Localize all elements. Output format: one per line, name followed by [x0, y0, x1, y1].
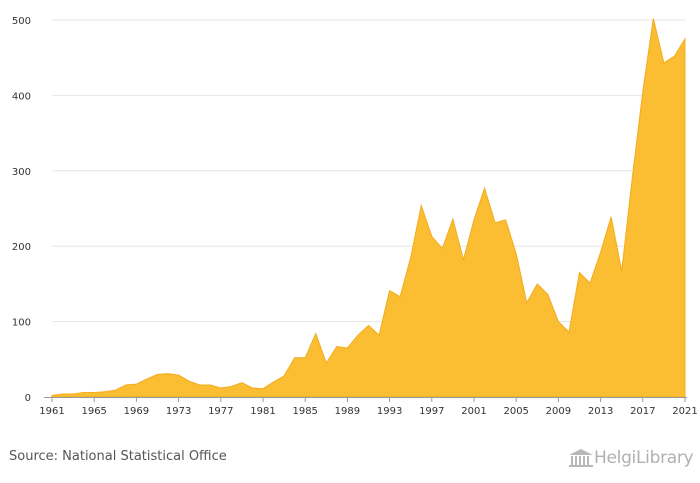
source-note: Source: National Statistical Office — [9, 449, 227, 464]
helgi-library-logo: HelgiLibrary — [568, 448, 694, 468]
y-tick-label: 200 — [12, 242, 31, 253]
x-tick-label: 2001 — [461, 406, 486, 417]
x-tick-label: 1965 — [81, 406, 106, 417]
x-tick-label: 2013 — [588, 406, 613, 417]
x-tick-label: 1977 — [208, 406, 233, 417]
x-tick-label: 1985 — [292, 406, 317, 417]
y-tick-label: 100 — [12, 318, 31, 329]
x-tick-label: 1961 — [39, 406, 64, 417]
x-tick-label: 1973 — [166, 406, 191, 417]
logo-text: HelgiLibrary — [594, 448, 694, 468]
area-series — [51, 18, 686, 398]
x-axis: 1961 1965 1969 1973 1977 1981 1985 1989 1993 1997… — [39, 397, 698, 417]
x-tick-label: 2021 — [672, 406, 697, 417]
chart: 0 100 200 300 400 500 1961 1965 1969 1973 1977 198… — [12, 16, 698, 417]
x-tick-label: 1993 — [377, 406, 402, 417]
x-tick-label: 1989 — [335, 406, 360, 417]
x-tick-label: 1969 — [124, 406, 149, 417]
library-building-icon — [569, 449, 593, 467]
y-tick-label: 0 — [25, 393, 31, 404]
x-tick-label: 1997 — [419, 406, 444, 417]
y-axis: 0 100 200 300 400 500 — [12, 16, 31, 404]
x-tick-label: 2009 — [546, 406, 571, 417]
y-tick-label: 300 — [12, 167, 31, 178]
y-tick-label: 400 — [12, 91, 31, 102]
x-tick-label: 2017 — [630, 406, 655, 417]
x-tick-label: 1981 — [250, 406, 275, 417]
x-tick-label: 2005 — [503, 406, 528, 417]
y-tick-label: 500 — [12, 16, 31, 27]
